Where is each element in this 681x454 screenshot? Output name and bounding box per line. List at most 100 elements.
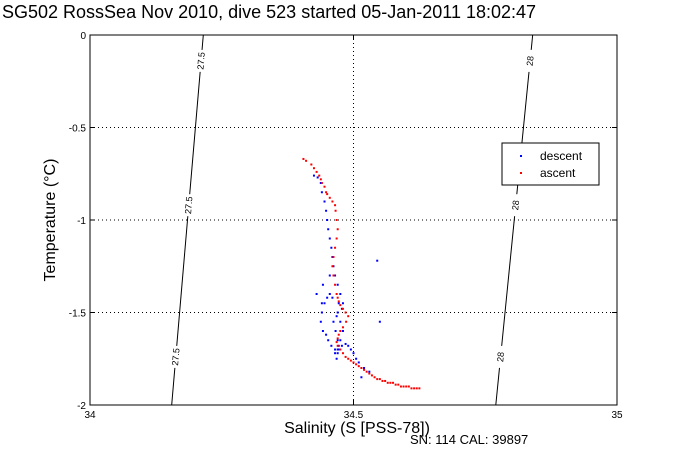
grid-lines bbox=[90, 35, 617, 405]
descent-point bbox=[327, 228, 330, 231]
ascent-point bbox=[334, 246, 337, 249]
isopycnal-label-bg bbox=[496, 345, 505, 368]
descent-point bbox=[341, 330, 344, 332]
ascent-point bbox=[399, 385, 402, 388]
y-tick-label: -1 bbox=[77, 216, 86, 227]
ascent-point bbox=[389, 381, 392, 384]
descent-point bbox=[321, 283, 324, 286]
ascent-point bbox=[335, 237, 338, 240]
descent-point bbox=[315, 293, 318, 295]
isopycnal-label: 28 bbox=[510, 200, 521, 211]
ascent-point bbox=[341, 352, 344, 355]
ascent-point bbox=[323, 185, 326, 188]
ascent-point bbox=[344, 355, 347, 358]
descent-point bbox=[347, 344, 350, 347]
descent-point bbox=[312, 174, 315, 177]
descent-point bbox=[334, 348, 337, 351]
legend-marker-descent bbox=[520, 155, 522, 157]
descent-point bbox=[326, 296, 329, 299]
descent-point bbox=[376, 259, 379, 262]
descent-point bbox=[378, 320, 381, 323]
ascent-point bbox=[370, 374, 373, 377]
descent-point bbox=[323, 302, 326, 305]
descent-point bbox=[336, 352, 339, 355]
ascent-point bbox=[418, 387, 421, 390]
descent-point bbox=[325, 333, 328, 336]
descent-point bbox=[320, 191, 323, 194]
ascent-point bbox=[376, 378, 379, 381]
ascent-point bbox=[339, 304, 342, 307]
isopycnal-label: 27.5 bbox=[195, 52, 206, 70]
ascent-point bbox=[413, 387, 416, 390]
ascent-point bbox=[407, 385, 410, 388]
descent-point bbox=[341, 302, 344, 305]
ascent-point bbox=[352, 361, 355, 364]
descent-point bbox=[337, 344, 340, 347]
descent-point bbox=[340, 307, 343, 310]
ascent-point bbox=[339, 348, 342, 351]
ascent-point bbox=[302, 157, 305, 160]
ascent-point bbox=[336, 337, 339, 340]
ascent-point bbox=[357, 365, 360, 368]
ascent-point bbox=[320, 182, 323, 184]
ascent-point bbox=[344, 311, 347, 314]
ascent-point bbox=[336, 344, 339, 347]
descent-point bbox=[337, 348, 340, 351]
descent-point bbox=[335, 357, 338, 360]
ascent-point bbox=[332, 256, 335, 258]
ascent-point bbox=[360, 367, 363, 369]
isopycnal-label-bg bbox=[526, 49, 535, 72]
descent-point bbox=[340, 344, 343, 347]
descent-point bbox=[320, 302, 323, 305]
ascent-point bbox=[318, 174, 321, 177]
isopycnal-label-bg bbox=[171, 345, 180, 368]
descent-point bbox=[336, 283, 339, 286]
ascent-point bbox=[334, 209, 337, 212]
descent-point bbox=[339, 320, 342, 323]
descent-point bbox=[335, 315, 338, 318]
x-tick-label: 35 bbox=[611, 410, 623, 421]
ascent-point bbox=[310, 163, 313, 166]
isopycnal-label: 27.5 bbox=[183, 196, 194, 214]
ascent-point bbox=[392, 381, 395, 384]
descent-point bbox=[357, 361, 360, 364]
descent-point bbox=[339, 339, 342, 342]
serial-calibration-note: SN: 114 CAL: 39897 bbox=[410, 432, 529, 447]
ascent-point bbox=[341, 307, 344, 310]
ascent-point bbox=[312, 167, 315, 170]
ascent-point bbox=[397, 383, 400, 386]
y-tick-label: -2 bbox=[77, 401, 86, 412]
chart-title: SG502 RossSea Nov 2010, dive 523 started… bbox=[2, 2, 537, 22]
ascent-point bbox=[381, 379, 384, 382]
ascent-point bbox=[336, 228, 339, 231]
ascent-point bbox=[319, 178, 322, 181]
ascent-point bbox=[335, 293, 338, 295]
descent-point bbox=[344, 342, 347, 345]
isopycnal-label: 28 bbox=[525, 55, 536, 66]
descent-point bbox=[319, 320, 322, 323]
ascent-point bbox=[384, 379, 387, 382]
isopycnal-label: 27.5 bbox=[170, 348, 181, 366]
descent-point bbox=[336, 348, 339, 351]
isopycnal-lines: 27.5 27.5 27.5 28 28 28 bbox=[170, 34, 536, 406]
ascent-point bbox=[335, 341, 338, 344]
x-tick-label: 34 bbox=[84, 410, 96, 421]
ascent-point bbox=[349, 359, 352, 362]
ascent-point bbox=[341, 326, 344, 329]
descent-point bbox=[336, 311, 339, 314]
ascent-point bbox=[415, 387, 418, 390]
ascent-point bbox=[315, 170, 318, 173]
descent-point bbox=[330, 246, 333, 249]
descent-point bbox=[331, 256, 334, 258]
descent-point bbox=[334, 352, 337, 355]
isopycnal-line bbox=[495, 34, 534, 406]
ascent-point bbox=[337, 300, 340, 303]
y-axis-label: Temperature (°C) bbox=[42, 159, 59, 282]
legend: descent ascent bbox=[501, 142, 600, 186]
legend-label-descent: descent bbox=[540, 149, 583, 163]
descent-point bbox=[332, 320, 335, 323]
descent-point bbox=[328, 293, 331, 295]
descent-point bbox=[360, 376, 363, 379]
ascent-point bbox=[335, 219, 338, 221]
